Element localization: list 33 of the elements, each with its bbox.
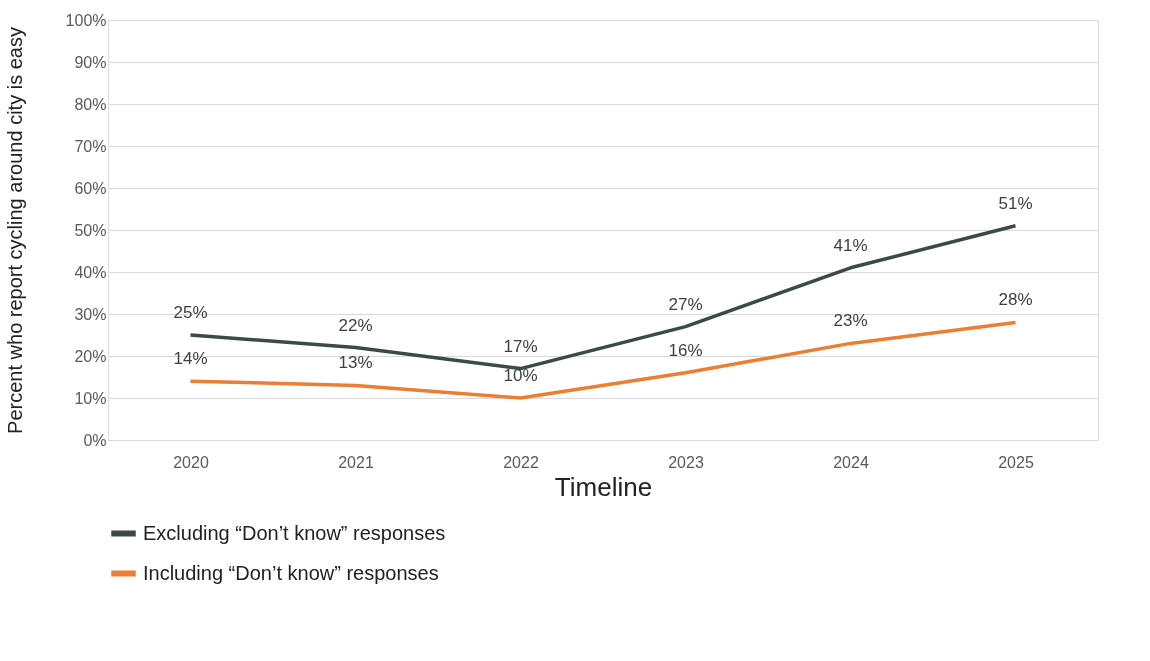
y-axis-title: Percent who report cycling around city is easy: [3, 27, 26, 434]
data-label: 25%: [173, 303, 208, 322]
y-tick-label: 90%: [74, 53, 107, 71]
y-tick-label: 50%: [74, 221, 107, 239]
y-tick-label: 30%: [74, 305, 107, 323]
y-tick-label: 20%: [74, 347, 107, 365]
x-tick-label: 2022: [503, 453, 539, 471]
data-label: 41%: [833, 235, 868, 255]
data-label: 28%: [998, 290, 1033, 310]
data-label: 10%: [503, 366, 538, 385]
data-label: 51%: [998, 193, 1033, 213]
y-tick-label: 80%: [74, 95, 107, 113]
data-label: 13%: [338, 353, 373, 373]
legend-label: Excluding “Don’t know” responses: [143, 521, 446, 544]
x-axis-title: Timeline: [554, 471, 653, 502]
x-tick-label: 2023: [668, 453, 704, 471]
x-tick-label: 2025: [998, 453, 1034, 471]
data-label: 17%: [503, 336, 538, 356]
data-label: 14%: [173, 349, 208, 369]
data-label: 22%: [338, 315, 373, 335]
data-label: 27%: [668, 294, 703, 314]
y-tick-label: 100%: [65, 11, 107, 29]
data-label: 23%: [833, 311, 868, 331]
y-tick-label: 0%: [83, 431, 107, 449]
y-tick-label: 70%: [74, 137, 107, 155]
y-tick-label: 40%: [74, 263, 107, 281]
y-tick-label: 60%: [74, 179, 107, 197]
legend-label: Including “Don’t know” responses: [143, 561, 439, 584]
x-tick-label: 2020: [173, 453, 209, 471]
data-label: 16%: [668, 340, 703, 360]
x-tick-label: 2024: [833, 453, 869, 471]
y-tick-label: 10%: [74, 389, 107, 407]
x-tick-label: 2021: [338, 453, 374, 471]
